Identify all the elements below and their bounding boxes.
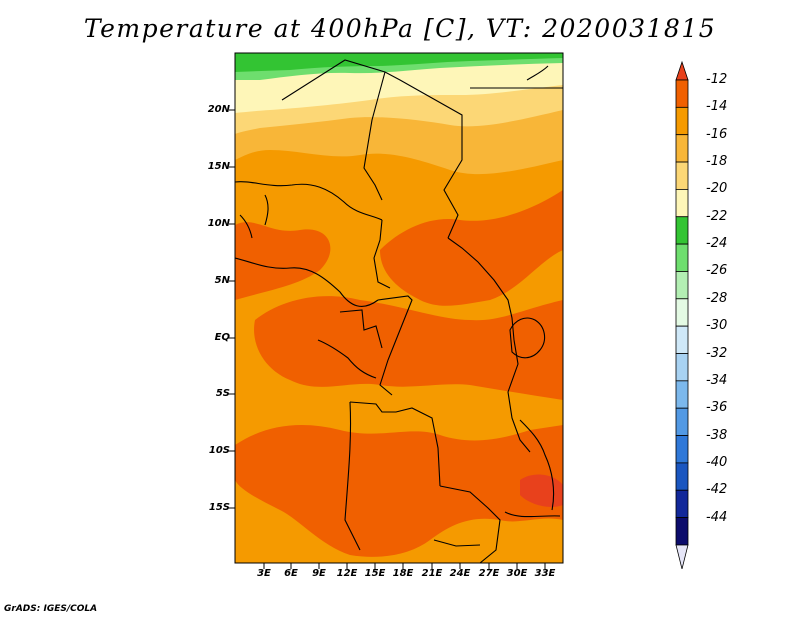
colorbar-box [675, 243, 689, 272]
colorbar-box [675, 188, 689, 218]
colorbar-box [675, 435, 689, 464]
lon-label-27e: 27E [478, 568, 500, 579]
lon-label-12e: 12E [336, 568, 358, 579]
lat-label-20n: 20N [207, 104, 230, 115]
colorbar-label: -34 [706, 372, 728, 388]
lon-label-33e: 33E [534, 568, 556, 579]
lon-label-9e: 9E [312, 568, 326, 579]
temperature-field [235, 53, 563, 563]
country-borders [235, 59, 563, 563]
lat-label-10s: 10S [208, 445, 230, 456]
colorbar-box [675, 325, 689, 354]
lon-label-18e: 18E [392, 568, 414, 579]
colorbar-label: -30 [706, 318, 728, 334]
colorbar-label: -40 [706, 454, 728, 470]
colorbar-label: -14 [706, 99, 728, 115]
colorbar [675, 60, 689, 570]
colorbar-box [675, 106, 689, 136]
field-green-core [235, 53, 563, 72]
lon-label-21e: 21E [421, 568, 443, 579]
colorbar-label: -28 [706, 290, 728, 306]
field-warm-central [380, 190, 563, 306]
colorbar-box [675, 79, 689, 108]
lon-label-3e: 3E [257, 568, 271, 579]
lat-label-15s: 15S [208, 502, 230, 513]
colorbar-label: -32 [706, 345, 728, 361]
lat-label-eq: EQ [214, 332, 230, 343]
plot-frame [234, 52, 564, 564]
field-warm-south [235, 425, 563, 557]
lon-label-6e: 6E [284, 568, 298, 579]
lon-label-24e: 24E [449, 568, 471, 579]
footer-credit: GrADS: IGES/COLA [4, 604, 98, 614]
colorbar-box [675, 271, 689, 300]
colorbar-box [675, 489, 689, 519]
colorbar-label: -12 [706, 72, 728, 87]
lat-label-5n: 5N [214, 275, 230, 286]
colorbar-label: -24 [706, 236, 728, 252]
colorbar-box [675, 298, 689, 327]
lon-label-30e: 30E [506, 568, 528, 579]
colorbar-label: -42 [706, 482, 728, 498]
colorbar-top-arrow [675, 60, 689, 81]
colorbar-label: -44 [706, 509, 728, 525]
colorbar-box [675, 134, 689, 163]
field-warm-southeast [520, 474, 563, 507]
colorbar-label: -20 [706, 181, 728, 197]
colorbar-label: -36 [706, 400, 728, 416]
lat-label-10n: 10N [207, 218, 230, 229]
colorbar-label: -16 [706, 126, 728, 142]
colorbar-box [675, 380, 689, 409]
lat-label-15n: 15N [207, 161, 230, 172]
lon-label-15e: 15E [364, 568, 386, 579]
colorbar-label: -18 [706, 154, 728, 170]
field-warm-west [235, 222, 331, 300]
colorbar-label: -26 [706, 263, 728, 279]
field-warm-mid [254, 296, 563, 400]
axis-ticks [229, 109, 546, 569]
colorbar-box [675, 517, 689, 546]
colorbar-box [675, 462, 689, 491]
colorbar-label: -38 [706, 427, 728, 443]
lat-label-5s: 5S [215, 388, 230, 399]
colorbar-box [675, 216, 689, 245]
map-title: Temperature at 400hPa [C], VT: 202003181… [83, 14, 717, 43]
colorbar-box [675, 353, 689, 382]
colorbar-label: -22 [706, 208, 728, 224]
colorbar-box [675, 161, 689, 190]
colorbar-bottom-arrow [675, 544, 689, 570]
colorbar-box [675, 407, 689, 436]
